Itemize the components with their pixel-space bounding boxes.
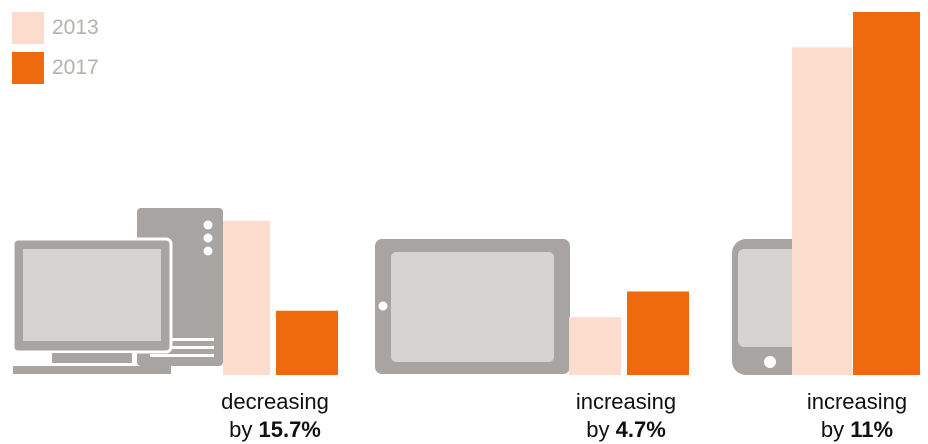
bar-desktop-2013	[223, 220, 270, 375]
bar-desktop-2017	[276, 310, 338, 375]
legend-label-2013: 2013	[52, 16, 99, 39]
annotation-desktop: decreasing by 15.7%	[175, 388, 375, 444]
bars-group	[223, 12, 920, 376]
annotation-tablet: increasing by 4.7%	[526, 388, 726, 444]
annotation-tablet-value: 4.7%	[615, 417, 666, 442]
legend-swatch-2013	[12, 12, 44, 44]
annotation-smartphone-value: 11%	[850, 417, 894, 442]
annotation-desktop-text: decreasing	[221, 389, 329, 414]
legend-item-2013: 2013	[12, 12, 99, 44]
annotation-smartphone: increasing by 11%	[757, 388, 928, 444]
bar-tablet-2017	[627, 291, 689, 375]
smartphone-icon	[732, 239, 809, 375]
bar-tablet-2013	[569, 317, 621, 375]
legend-item-2017: 2017	[12, 52, 99, 84]
annotation-smartphone-text: increasing	[806, 389, 908, 414]
annotation-desktop-prefix: by	[229, 417, 253, 442]
annotation-desktop-value: 15.7%	[258, 417, 321, 442]
bar-smartphone-2013	[792, 47, 852, 376]
desktop-computer-icon	[11, 208, 223, 374]
annotation-tablet-prefix: by	[586, 417, 610, 442]
tablet-icon	[375, 239, 570, 374]
annotation-tablet-text: increasing	[575, 389, 677, 414]
bar-smartphone-2017	[853, 12, 920, 375]
legend-label-2017: 2017	[52, 56, 99, 79]
legend-swatch-2017	[12, 52, 44, 84]
annotation-smartphone-prefix: by	[820, 417, 845, 442]
